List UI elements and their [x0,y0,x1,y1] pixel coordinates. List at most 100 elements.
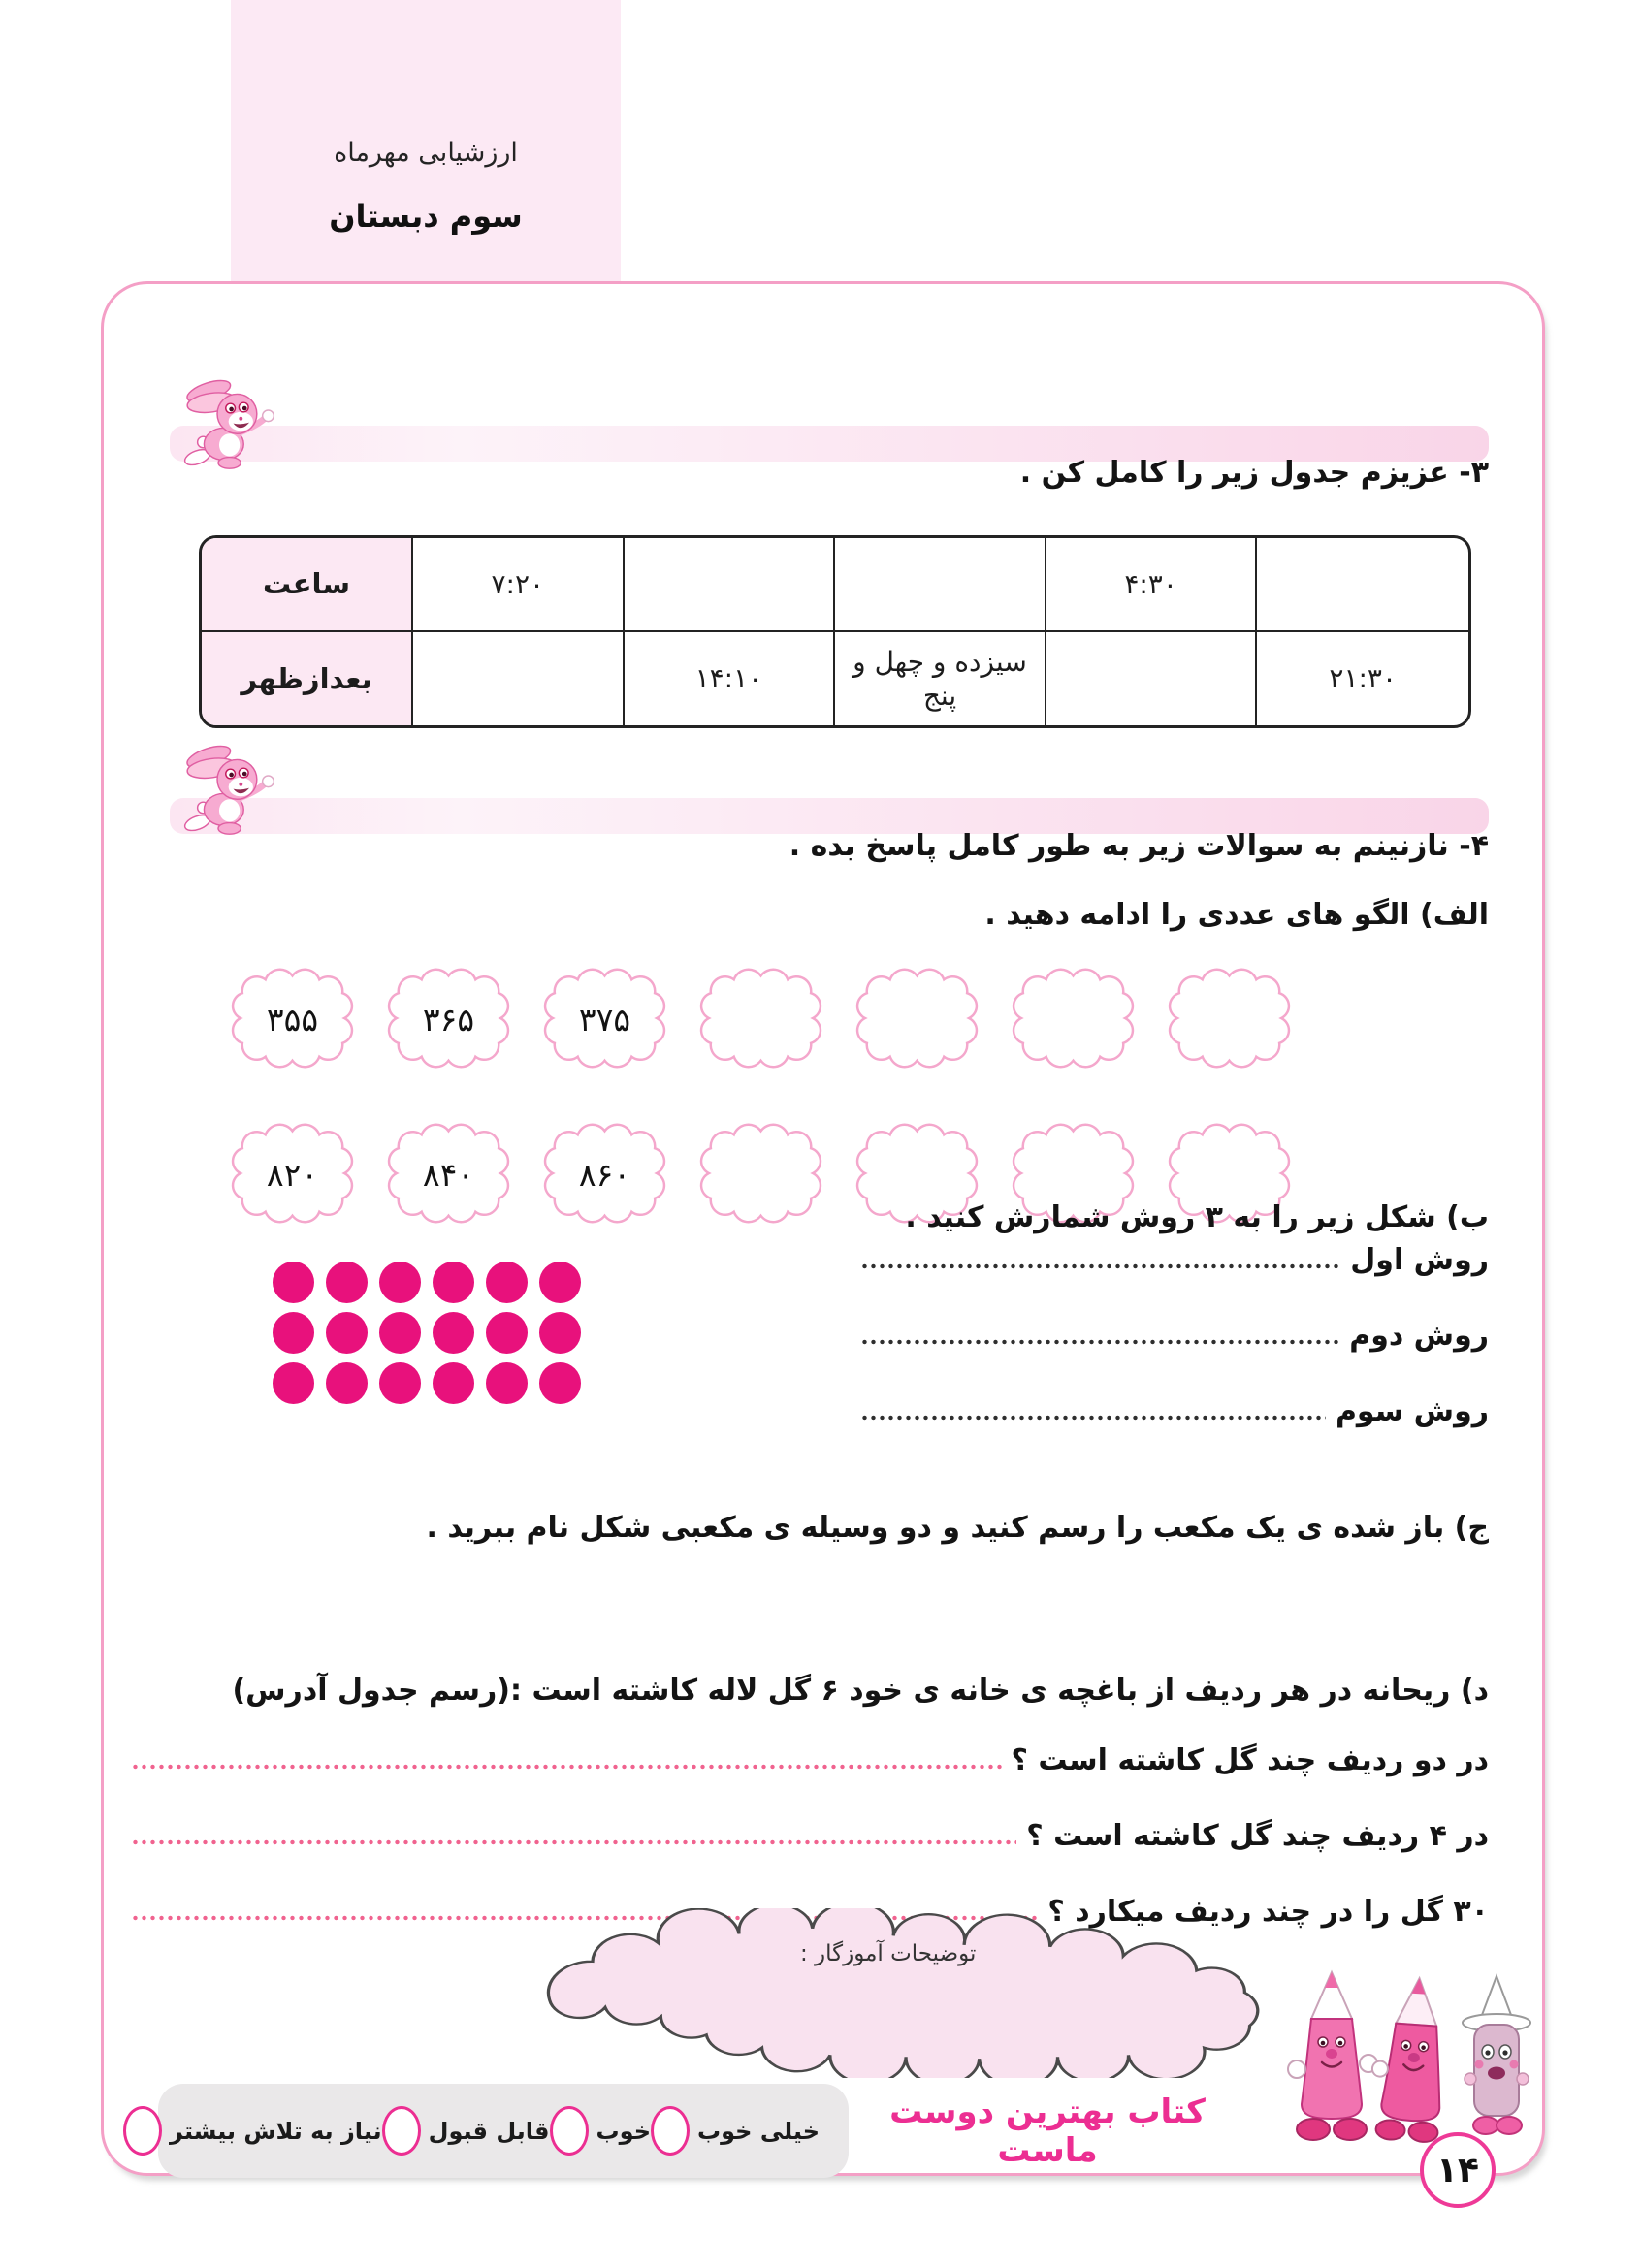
dot [433,1362,474,1404]
dot [326,1262,368,1303]
pattern-cloud-empty[interactable] [1166,960,1293,1078]
question3-banner [170,426,1489,462]
method-row: روش اول [860,1243,1489,1278]
pattern-value: ۳۶۵ [422,1000,475,1038]
pattern-value: ۸۴۰ [422,1155,475,1194]
dot [379,1362,421,1404]
table-cell: ۷:۲۰ [413,538,625,632]
dot [326,1362,368,1404]
teacher-notes-label: توضیحات آموزگار : [800,1941,977,1966]
page-number-badge: ۱۴ [1420,2132,1496,2208]
sub-question: در ۴ ردیف چند گل کاشته است ؟ [1026,1819,1489,1853]
dot [379,1262,421,1303]
table-cell: ۴:۳۰ [1046,538,1258,632]
dot [539,1262,581,1303]
table-row-header: ساعت [202,538,413,632]
rating-label: نیاز به تلاش بیشتر [170,2117,382,2145]
pattern-cloud: ۸۲۰ [229,1115,356,1233]
table-row-header: بعدازظهر [202,631,413,725]
pattern-value: ۸۶۰ [578,1155,631,1194]
pattern-row-1: ۳۵۵ ۳۶۵ ۳۷۵ [229,960,1293,1078]
dot [486,1362,528,1404]
rating-checkbox[interactable] [123,2106,163,2156]
question4-title: ۴- نازنینم به سوالات زیر به طور کامل پاس… [789,829,1489,863]
answer-row: ۳۰ گل را در چند ردیف میکارد ؟ [131,1895,1489,1930]
table-cell-empty[interactable] [1046,631,1258,725]
dot [433,1262,474,1303]
answer-dotted-line[interactable] [131,1838,1017,1846]
method-label: روش اول [1350,1243,1489,1277]
dot [379,1312,421,1354]
rating-label: خوب [596,2117,651,2145]
method-label: روش سوم [1335,1394,1489,1428]
answer-row: در دو ردیف چند گل کاشته است ؟ [131,1743,1489,1778]
pattern-cloud: ۸۶۰ [541,1115,668,1233]
pattern-value: ۳۵۵ [266,1000,319,1038]
rating-bar: خیلی خوب خوب قابل قبول نیاز به تلاش بیشت… [123,2084,849,2178]
dot [486,1262,528,1303]
table-cell: ۱۴:۱۰ [625,631,836,725]
rating-option: نیاز به تلاش بیشتر [123,2106,382,2156]
grade-title: سوم دبستان [329,198,523,235]
table-cell: سیزده و چهل و پنج [835,631,1046,725]
part-b-label: ب) شکل زیر را به ۳ روش شمارش کنید . [905,1200,1489,1234]
rating-label: قابل قبول [428,2117,550,2145]
answer-dotted-line[interactable] [860,1338,1340,1346]
dot [539,1312,581,1354]
answer-dotted-line[interactable] [131,1763,1002,1771]
pencil-2 [1370,1975,1441,2143]
method-row: روش دوم [860,1319,1489,1354]
header-tab: ارزشیابی مهرماه سوم دبستان [231,0,621,282]
dot [539,1362,581,1404]
answer-dotted-line[interactable] [860,1414,1326,1421]
rating-checkbox[interactable] [381,2106,421,2156]
rabbit-icon [180,742,289,841]
table-cell-empty[interactable] [835,538,1046,632]
pattern-row-2: ۸۲۰ ۸۴۰ ۸۶۰ [229,1115,1293,1233]
pattern-cloud-empty[interactable] [697,1115,824,1233]
dot [273,1312,314,1354]
dots-grid [273,1262,581,1404]
answer-dotted-line[interactable] [860,1262,1341,1270]
sub-question: ۳۰ گل را در چند ردیف میکارد ؟ [1047,1895,1489,1929]
pattern-cloud: ۳۵۵ [229,960,356,1078]
dot [433,1312,474,1354]
sub-question: در دو ردیف چند گل کاشته است ؟ [1011,1743,1490,1777]
part-d-label: د) ریحانه در هر ردیف از باغچه ی خانه ی خ… [232,1674,1489,1708]
page-number: ۱۴ [1436,2150,1479,2190]
dot [273,1262,314,1303]
teacher-notes-cloud[interactable]: توضیحات آموزگار : [480,1908,1314,2078]
evaluation-title: ارزشیابی مهرماه [334,138,518,168]
dot [273,1362,314,1404]
rating-label: خیلی خوب [697,2117,820,2145]
method-label: روش دوم [1349,1319,1489,1353]
pattern-value: ۸۲۰ [266,1155,319,1194]
rating-option: خیلی خوب [651,2106,820,2156]
question4-banner [170,798,1489,834]
rating-option: خوب [549,2106,651,2156]
times-table: ساعت ۷:۲۰ ۴:۳۰ بعدازظهر ۱۴:۱۰ سیزده و چه… [199,535,1471,728]
part-c-label: ج) باز شده ی یک مکعب را رسم کنید و دو وس… [426,1511,1489,1545]
pattern-cloud-empty[interactable] [697,960,824,1078]
cloud-outline-icon [546,1908,1260,2078]
pattern-cloud: ۳۶۵ [385,960,512,1078]
rating-option: قابل قبول [381,2106,550,2156]
table-cell: ۲۱:۳۰ [1329,662,1397,695]
method-row: روش سوم [860,1394,1489,1429]
rabbit-icon [180,376,289,475]
table-cell-empty[interactable] [1257,538,1468,632]
pattern-cloud: ۸۴۰ [385,1115,512,1233]
pattern-cloud-empty[interactable] [853,960,981,1078]
dot [326,1312,368,1354]
answer-dotted-line[interactable] [131,1914,1039,1922]
table-cell-empty[interactable] [624,538,836,632]
pattern-cloud: ۳۷۵ [541,960,668,1078]
pencil-3 [1462,1973,1531,2135]
pencil-1 [1287,1969,1378,2141]
table-cell-empty[interactable] [413,631,625,725]
pattern-cloud-empty[interactable] [1010,960,1137,1078]
part-a-label: الف) الگو های عددی را ادامه دهید . [984,898,1489,932]
rating-checkbox[interactable] [651,2106,690,2156]
rating-checkbox[interactable] [549,2106,589,2156]
